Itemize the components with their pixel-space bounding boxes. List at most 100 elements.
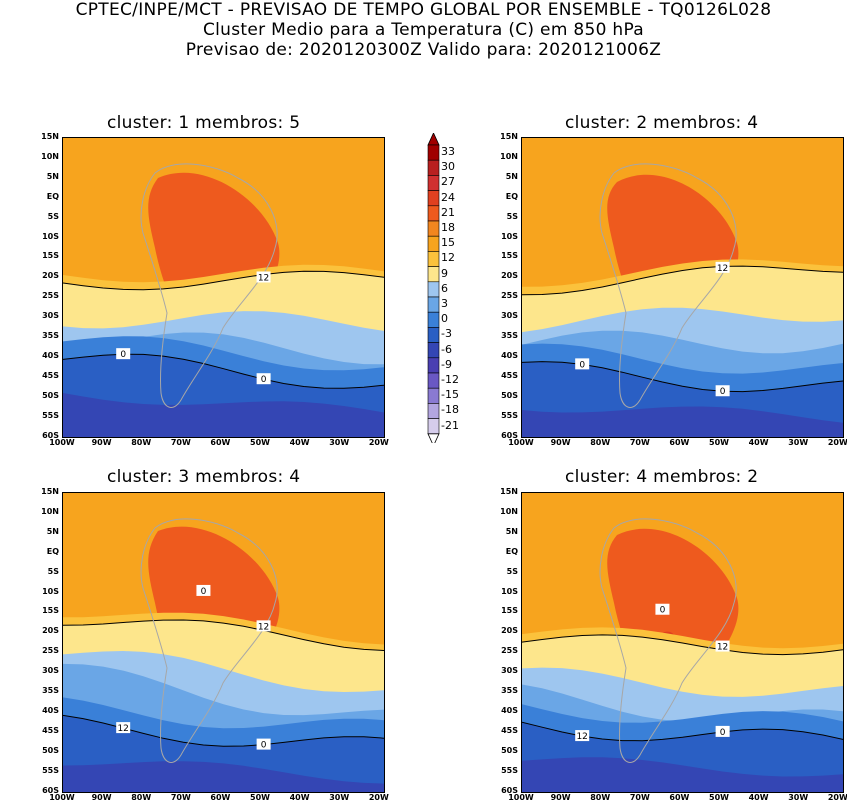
colorbar-label: -12: [441, 373, 459, 386]
lat-tick-label: 25S: [42, 291, 59, 301]
colorbar-label: -9: [441, 357, 452, 371]
temperature-field-18-21: [522, 493, 843, 563]
contour-label: 12: [717, 643, 728, 653]
contour-label-box: [256, 271, 271, 283]
colorbar-bottom-arrow: [427, 433, 440, 447]
lat-tick-label: 20S: [42, 626, 59, 636]
colorbar: 33 30 27 24 21 18 15 12 9 6 3 0 -3 -6 -9 -12 -15 -18 -21: [425, 132, 485, 447]
lon-tick-label: 30W: [788, 793, 809, 802]
lat-tick-label: 5N: [505, 171, 518, 181]
lat-tick-label: 30S: [501, 311, 518, 321]
contour-label: 0: [720, 728, 726, 738]
contour-label-box: [575, 730, 590, 742]
lon-tick-label: 60W: [669, 793, 690, 802]
lat-tick-label: 10S: [42, 231, 59, 241]
lat-tick-label: 5S: [506, 566, 518, 576]
contour-12: [63, 619, 384, 651]
colorbar-label: 18: [441, 221, 455, 234]
colorbar-label: -3: [441, 327, 452, 341]
colorbar-segment: [427, 296, 440, 313]
lat-tick-label: 15N: [41, 132, 59, 141]
forecast-dates: Previsao de: 2020120300Z Valido para: 20…: [185, 40, 662, 60]
lon-tick-label: 100W: [49, 438, 75, 447]
contour-label-box: [196, 584, 211, 596]
map-panel-3: 12 12 0 0: [62, 492, 385, 793]
lon-tick-label: 80W: [590, 793, 611, 802]
colorbar-segment: [427, 220, 440, 237]
figure-subtitle: Cluster Medio para a Temperatura (C) em …: [202, 20, 645, 40]
lat-tick-label: 5S: [47, 566, 59, 576]
lat-tick-label: EQ: [505, 191, 518, 201]
lon-tick-label: 40W: [289, 793, 310, 802]
lon-tick-label: 70W: [629, 438, 650, 447]
colorbar-label: -18: [441, 403, 459, 417]
lat-tick-label: 45S: [42, 725, 59, 735]
colorbar-segment: [427, 190, 440, 207]
lon-tick-label: 40W: [289, 438, 310, 447]
lon-tick-label: 60W: [669, 438, 690, 447]
lon-tick-label: 30W: [788, 438, 809, 447]
lat-tick-label: 15N: [500, 487, 518, 496]
lat-tick-label: 60S: [42, 430, 59, 440]
colorbar-segment: [427, 327, 440, 343]
temperature-field-18-21: [63, 138, 384, 208]
lon-tick-label: 30W: [329, 793, 350, 802]
colorbar-label: 3: [441, 297, 448, 310]
lat-tick-label: 15S: [42, 251, 59, 261]
colorbar-segment: [427, 418, 440, 435]
lon-tick-label: 40W: [748, 438, 769, 447]
lon-tick-label: 50W: [250, 438, 270, 447]
lat-tick-label: 5S: [506, 211, 518, 221]
lat-tick-label: 20S: [501, 626, 518, 636]
lat-tick-label: 5S: [47, 211, 59, 221]
contour-label: 12: [258, 273, 269, 283]
lon-tick-label: 40W: [748, 793, 769, 802]
lat-tick-label: 55S: [501, 410, 518, 420]
colorbar-label: 30: [441, 160, 455, 174]
contour-label-box: [655, 603, 670, 615]
lat-tick-label: 5N: [46, 526, 59, 536]
colorbar-label: 6: [441, 281, 448, 295]
colorbar-segment: [427, 281, 440, 298]
contour-12: [63, 270, 384, 291]
lat-tick-label: 30S: [42, 311, 59, 321]
colorbar-segment: [427, 235, 440, 252]
lon-tick-label: 70W: [170, 793, 191, 802]
lat-tick-label: 55S: [42, 765, 59, 775]
lat-tick-label: 10N: [500, 506, 518, 516]
contour-label: 0: [720, 387, 726, 397]
lat-tick-label: 20S: [42, 271, 59, 281]
contour-12: [522, 634, 843, 656]
lat-tick-label: 20S: [501, 271, 518, 281]
colorbar-label: 24: [441, 190, 455, 204]
lon-tick-label: 90W: [91, 793, 112, 802]
lat-tick-label: 35S: [42, 331, 59, 340]
lat-tick-label: 50S: [501, 390, 518, 400]
colorbar-segment: [427, 387, 440, 404]
panel-4-title: cluster: 4 membros: 2: [565, 467, 759, 487]
contour-label-box: [116, 722, 131, 734]
colorbar-label: -6: [441, 342, 452, 356]
colorbar-label: -21: [441, 418, 459, 432]
colorbar-segment: [427, 266, 440, 283]
colorbar-label: 12: [441, 251, 455, 265]
figure-title: CPTEC/INPE/MCT - PREVISAO DE TEMPO GLOBA…: [75, 0, 772, 20]
lon-tick-label: 70W: [170, 438, 191, 447]
lat-tick-label: 30S: [42, 666, 59, 676]
lat-tick-label: 40S: [42, 350, 59, 360]
lat-tick-label: 25S: [501, 646, 518, 656]
panel-2-title: cluster: 2 membros: 4: [565, 113, 759, 133]
lat-tick-label: 60S: [501, 430, 518, 440]
contour-label: 0: [201, 587, 207, 597]
lat-tick-label: 40S: [501, 350, 518, 360]
map-panel-2: 12 0 0: [521, 137, 844, 438]
lat-tick-label: 25S: [501, 291, 518, 301]
lon-tick-label: 100W: [508, 793, 534, 802]
colorbar-label: -15: [441, 388, 459, 402]
lon-tick-label: 20W: [368, 793, 389, 802]
colorbar-segment: [427, 159, 440, 176]
panel-1-title: cluster: 1 membros: 5: [107, 113, 301, 133]
colorbar-segment: [427, 205, 440, 222]
lon-tick-label: 20W: [827, 438, 847, 447]
temperature-field-18-21: [63, 493, 384, 563]
